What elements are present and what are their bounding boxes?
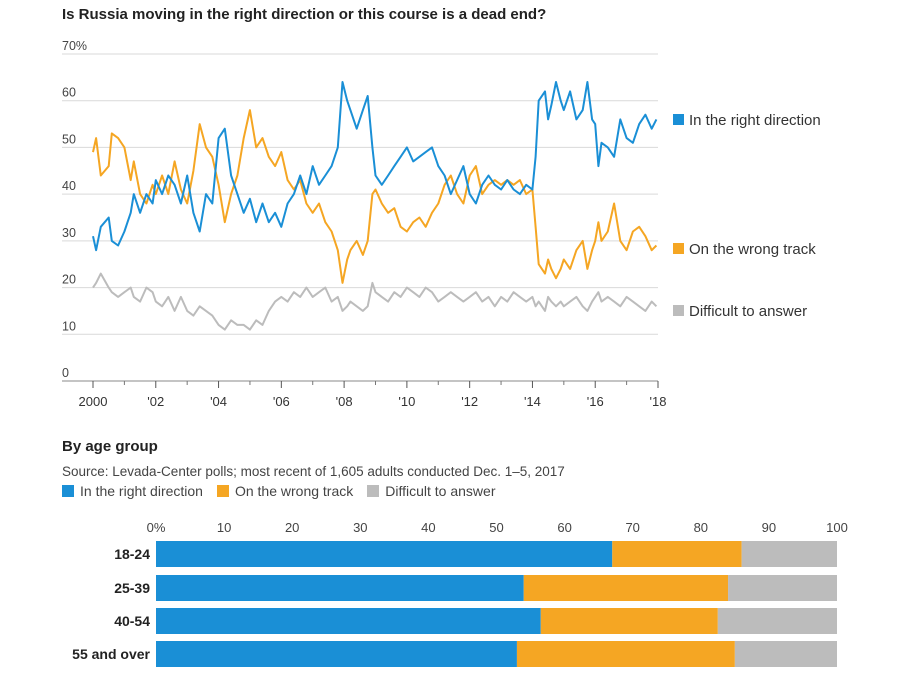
legend-swatch-wrong [673,243,684,254]
bar-x-tick-label: 100 [826,520,848,535]
y-tick-label: 60 [62,86,76,100]
legend-swatch-right [62,485,74,497]
legend-label-wrong: On the wrong track [689,241,816,258]
legend-item-right: In the right direction [62,483,203,499]
y-tick-label: 40 [62,179,76,193]
bar-x-tick-label: 60 [557,520,571,535]
bar-x-tick-label: 0% [147,520,166,535]
series-line-difficult [92,272,658,331]
legend-swatch-difficult [673,305,684,316]
bar-segment-wrong [540,608,718,634]
y-tick-label: 20 [62,273,76,287]
bar-x-tick-label: 50 [489,520,503,535]
bar-x-tick-label: 40 [421,520,435,535]
bar-segment-right [156,608,541,634]
legend-label-wrong: On the wrong track [234,483,354,499]
series-line-wrong [92,109,658,284]
x-tick-label: '18 [650,394,667,409]
bar-segment-wrong [612,541,742,567]
x-tick-label: '02 [147,394,164,409]
bar-category-label: 25-39 [114,580,150,596]
legend-swatch-right [673,114,684,125]
bar-x-tick-label: 80 [694,520,708,535]
bar-segment-right [156,575,524,601]
y-tick-label: 50 [62,132,76,146]
bar-x-tick-label: 70 [625,520,639,535]
x-tick-label: '04 [210,394,227,409]
x-tick-label: '06 [273,394,290,409]
chart-title: Is Russia moving in the right direction … [62,6,547,23]
bar-segment-difficult [728,575,837,601]
bar-x-tick-label: 30 [353,520,367,535]
x-tick-label: '12 [461,394,478,409]
x-tick-label: '14 [524,394,541,409]
bar-x-tick-label: 20 [285,520,299,535]
legend-swatch-difficult [367,485,380,497]
x-tick-label: '10 [398,394,415,409]
legend-swatch-wrong [216,485,229,497]
legend-label-difficult: Difficult to answer [689,303,807,320]
series-line-right [92,81,658,252]
legend-label-right: In the right direction [689,112,821,129]
bar-segment-wrong [523,575,729,601]
y-tick-label: 30 [62,226,76,240]
bar-legend: In the right direction On the wrong trac… [62,483,495,499]
x-tick-label: '16 [587,394,604,409]
x-tick-label: 2000 [79,394,108,409]
legend-label-difficult: Difficult to answer [385,483,496,499]
age-group-title: By age group [62,438,158,455]
bar-segment-right [156,541,613,567]
bar-x-tick-label: 90 [762,520,776,535]
bar-segment-right [156,641,517,667]
y-tick-label: 10 [62,319,76,333]
bar-segment-difficult [741,541,837,567]
bar-category-label: 40-54 [114,613,150,629]
legend-label-right: In the right direction [80,483,203,499]
legend-item-wrong: On the wrong track [216,483,354,499]
bar-category-label: 18-24 [114,546,150,562]
bar-segment-difficult [717,608,837,634]
x-tick-label: '08 [336,394,353,409]
y-tick-label: 70% [62,39,87,53]
bar-category-label: 55 and over [72,646,150,662]
source-note: Source: Levada-Center polls; most recent… [62,464,565,479]
bar-segment-wrong [516,641,735,667]
bar-segment-difficult [734,641,837,667]
y-tick-label: 0 [62,366,69,380]
bar-x-tick-label: 10 [217,520,231,535]
line-chart: 70% 60 50 40 30 20 10 0 2000 '02 '04 '06 '08 '10 '12 '1… [62,39,821,409]
legend-item-difficult: Difficult to answer [367,483,495,499]
